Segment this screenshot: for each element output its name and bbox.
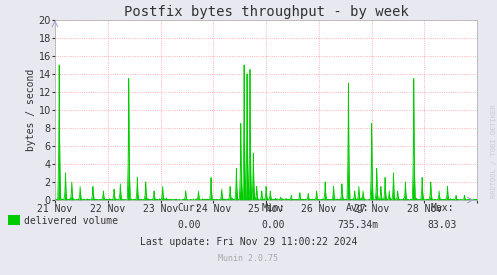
Title: Postfix bytes throughput - by week: Postfix bytes throughput - by week	[124, 5, 409, 19]
Text: delivered volume: delivered volume	[24, 216, 118, 226]
Text: 0.00: 0.00	[177, 220, 201, 230]
Text: Munin 2.0.75: Munin 2.0.75	[219, 254, 278, 263]
Y-axis label: bytes / second: bytes / second	[26, 69, 36, 151]
Text: Min:: Min:	[261, 203, 285, 213]
Text: RRDTOOL / TOBI OETIKER: RRDTOOL / TOBI OETIKER	[491, 104, 497, 198]
Text: 0.00: 0.00	[261, 220, 285, 230]
Text: Avg:: Avg:	[346, 203, 370, 213]
Text: 735.34m: 735.34m	[337, 220, 378, 230]
Text: Cur:: Cur:	[177, 203, 201, 213]
Text: Last update: Fri Nov 29 11:00:22 2024: Last update: Fri Nov 29 11:00:22 2024	[140, 237, 357, 247]
Text: Max:: Max:	[430, 203, 454, 213]
Text: 83.03: 83.03	[427, 220, 457, 230]
